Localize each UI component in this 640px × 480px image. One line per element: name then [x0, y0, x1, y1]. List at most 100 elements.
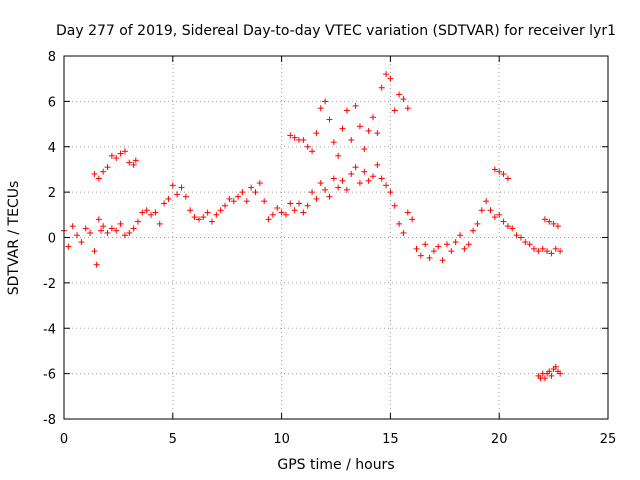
data-point [339, 177, 346, 184]
data-point [400, 96, 407, 103]
data-point [383, 182, 390, 189]
data-point [300, 209, 307, 216]
data-point [500, 218, 507, 225]
data-point [361, 168, 368, 175]
data-point [470, 227, 477, 234]
data-point [317, 105, 324, 112]
data-point [161, 200, 168, 207]
data-point [378, 84, 385, 91]
x-axis-label: GPS time / hours [277, 457, 394, 473]
data-point [343, 107, 350, 114]
data-point [230, 198, 237, 205]
data-point [326, 116, 333, 123]
data-point [544, 248, 551, 255]
data-point [200, 214, 207, 221]
data-point [409, 216, 416, 223]
y-tick-label: -2 [43, 277, 56, 292]
data-point [65, 243, 72, 250]
data-point [322, 186, 329, 193]
data-point [121, 148, 128, 155]
data-point [113, 155, 120, 162]
data-point [374, 130, 381, 137]
data-point [413, 245, 420, 252]
data-point [217, 207, 224, 214]
data-point [304, 202, 311, 209]
data-point [361, 146, 368, 153]
y-tick-label: 6 [48, 95, 56, 110]
data-point [554, 223, 561, 230]
data-point [313, 195, 320, 202]
data-point [91, 248, 98, 255]
data-point [465, 241, 472, 248]
data-point [117, 220, 124, 227]
data-point [335, 152, 342, 159]
data-point [78, 239, 85, 246]
data-point [552, 363, 559, 370]
data-point [282, 211, 289, 218]
data-point [491, 166, 498, 173]
data-point [252, 189, 259, 196]
data-point [304, 143, 311, 150]
data-point [248, 184, 255, 191]
chart-title: Day 277 of 2019, Sidereal Day-to-day VTE… [56, 23, 616, 39]
data-point [500, 170, 507, 177]
data-point [222, 202, 229, 209]
data-point [291, 134, 298, 141]
data-point [100, 168, 107, 175]
data-point [557, 248, 564, 255]
data-point [317, 180, 324, 187]
data-point [174, 191, 181, 198]
data-point [226, 195, 233, 202]
data-point [483, 198, 490, 205]
data-point [130, 225, 137, 232]
data-point [126, 229, 133, 236]
data-point [474, 220, 481, 227]
data-point [143, 207, 150, 214]
data-point [526, 241, 533, 248]
data-point [300, 136, 307, 143]
data-point [439, 257, 446, 264]
data-point [134, 218, 141, 225]
data-point [509, 225, 516, 232]
data-point [287, 200, 294, 207]
y-tick-label: 0 [48, 232, 56, 247]
data-point [546, 368, 553, 375]
data-point [513, 232, 520, 239]
data-point [322, 98, 329, 105]
data-point [531, 245, 538, 252]
data-point [557, 370, 564, 377]
data-point [243, 198, 250, 205]
data-point [126, 159, 133, 166]
data-point [422, 241, 429, 248]
data-point [91, 170, 98, 177]
data-point [457, 232, 464, 239]
data-point [404, 209, 411, 216]
data-point [165, 195, 172, 202]
data-point [487, 207, 494, 214]
data-point [265, 216, 272, 223]
data-point [369, 114, 376, 121]
data-point [504, 223, 511, 230]
data-point [278, 209, 285, 216]
x-tick-label: 5 [169, 432, 177, 447]
data-point [156, 220, 163, 227]
data-point [348, 136, 355, 143]
data-point [435, 243, 442, 250]
data-point [541, 216, 548, 223]
data-point [95, 216, 102, 223]
data-point [139, 209, 146, 216]
data-point [213, 211, 220, 218]
data-point [178, 184, 185, 191]
data-point [365, 177, 372, 184]
data-point [391, 202, 398, 209]
data-point [396, 91, 403, 98]
data-point [100, 223, 107, 230]
data-point [274, 205, 281, 212]
data-point [546, 218, 553, 225]
data-point [369, 173, 376, 180]
data-point [387, 189, 394, 196]
y-tick-label: -6 [43, 368, 56, 383]
data-point [291, 207, 298, 214]
